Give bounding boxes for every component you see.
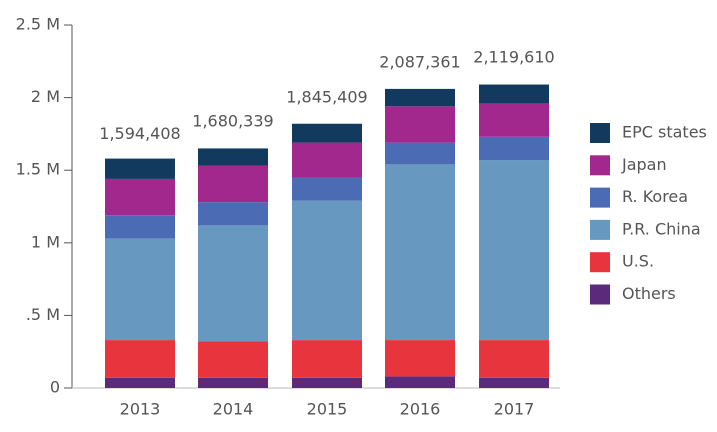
x-tick-label: 2015 bbox=[307, 400, 348, 419]
x-tick-label: 2016 bbox=[400, 400, 441, 419]
bar-segment bbox=[479, 84, 549, 104]
bar-segment bbox=[198, 165, 268, 203]
legend-swatch bbox=[590, 187, 610, 208]
y-tick-label: 2.5 M bbox=[16, 15, 60, 34]
bar-segment bbox=[292, 200, 362, 341]
bar-segment bbox=[479, 103, 549, 137]
bar-segment bbox=[385, 164, 455, 341]
bar-segment bbox=[198, 377, 268, 388]
legend-label: EPC states bbox=[622, 123, 707, 142]
bar-segment bbox=[385, 106, 455, 143]
legend-label: P.R. China bbox=[622, 219, 701, 238]
y-tick-label: 1 M bbox=[31, 232, 60, 251]
bar-segment bbox=[479, 377, 549, 388]
bar-segment bbox=[292, 142, 362, 178]
total-label: 1,845,409 bbox=[286, 88, 367, 107]
bar-segment bbox=[105, 215, 175, 239]
total-label: 2,119,610 bbox=[473, 48, 554, 67]
legend-label: Others bbox=[622, 284, 676, 303]
bar-segment bbox=[198, 148, 268, 166]
bar-segment bbox=[385, 88, 455, 107]
bar-segment bbox=[479, 340, 549, 378]
bar-segment bbox=[292, 340, 362, 378]
x-tick-label: 2014 bbox=[213, 400, 254, 419]
legend-label: Japan bbox=[621, 155, 667, 174]
bar-segment bbox=[198, 202, 268, 226]
bar-segment bbox=[385, 142, 455, 165]
total-label: 2,087,361 bbox=[379, 52, 460, 71]
bar-segment bbox=[385, 340, 455, 377]
total-label: 1,594,408 bbox=[99, 124, 180, 143]
bar-segment bbox=[105, 158, 175, 179]
bar-segment bbox=[198, 341, 268, 378]
y-tick-label: 2 M bbox=[31, 87, 60, 106]
bar-segment bbox=[105, 238, 175, 341]
legend-label: R. Korea bbox=[622, 187, 688, 206]
bar-segment bbox=[292, 377, 362, 388]
legend-swatch bbox=[590, 252, 610, 273]
bar-segment bbox=[479, 136, 549, 161]
total-label: 1,680,339 bbox=[192, 112, 273, 131]
legend-swatch bbox=[590, 219, 610, 240]
legend-swatch bbox=[590, 284, 610, 305]
x-tick-label: 2017 bbox=[494, 400, 535, 419]
bar-segment bbox=[292, 177, 362, 201]
bar-segment bbox=[198, 225, 268, 342]
bar-segment bbox=[479, 160, 549, 341]
bar-segment bbox=[292, 123, 362, 143]
legend-swatch bbox=[590, 123, 610, 143]
y-tick-label: .5 M bbox=[26, 305, 60, 324]
x-tick-label: 2013 bbox=[120, 400, 161, 419]
bar-segment bbox=[385, 376, 455, 388]
y-tick-label: 0 bbox=[50, 378, 60, 397]
legend-swatch bbox=[590, 155, 610, 176]
legend-label: U.S. bbox=[622, 252, 654, 271]
y-tick-label: 1.5 M bbox=[16, 160, 60, 179]
bar-segment bbox=[105, 340, 175, 378]
bar-segment bbox=[105, 178, 175, 216]
bar-segment bbox=[105, 377, 175, 388]
